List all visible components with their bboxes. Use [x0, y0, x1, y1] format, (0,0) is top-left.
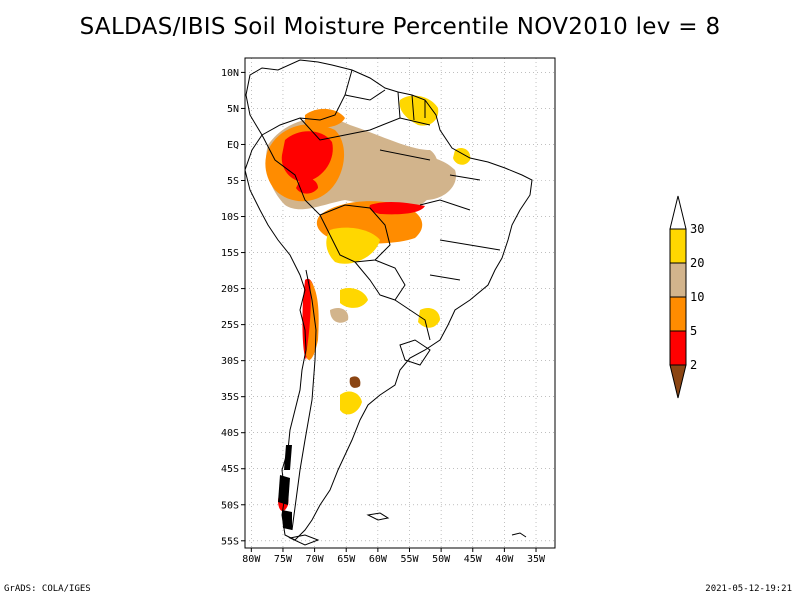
border-venezuela	[344, 89, 386, 101]
lat-tick-label: EQ	[227, 140, 239, 151]
gridlines	[245, 58, 555, 548]
lon-tick-label: 35W	[527, 554, 546, 565]
lat-tick-label: 45S	[221, 464, 239, 475]
footer-credit: GrADS: COLA/IGES	[4, 584, 91, 594]
colorbar-box-1	[669, 228, 687, 264]
lat-tick-label: 15S	[221, 248, 239, 259]
lat-tick-label: 10S	[221, 212, 239, 223]
lat-tick-label: 5N	[227, 104, 239, 115]
shade-yellow-guyana	[399, 95, 439, 126]
colorbar-bottom-arrow	[669, 364, 687, 399]
shade-red-bolivia	[369, 202, 425, 215]
shade-yellow-se	[418, 308, 440, 328]
colorbar-box-4	[669, 330, 687, 366]
tierra-del-fuego	[288, 534, 320, 546]
shade-tan-east	[394, 155, 456, 200]
lat-tick-label: 30S	[221, 356, 239, 367]
colorbar-label: 5	[690, 324, 697, 338]
footer-timestamp: 2021-05-12-19:21	[705, 584, 792, 594]
colorbar-label: 30	[690, 222, 704, 236]
colorbar-label: 2	[690, 358, 697, 372]
border-argentina-chile	[291, 269, 317, 531]
lat-tick-label: 5S	[227, 176, 239, 187]
border-brazil-north	[299, 117, 431, 141]
lat-tick-label: 25S	[221, 320, 239, 331]
border-brazil-states	[379, 149, 501, 281]
lon-tick-label: 50W	[432, 554, 451, 565]
lon-tick-label: 75W	[274, 554, 293, 565]
shade-brown-spot	[349, 376, 361, 388]
lat-tick-label: 20S	[221, 284, 239, 295]
soil-moisture-shading	[265, 95, 471, 512]
lon-tick-label: 55W	[400, 554, 419, 565]
coastlines	[245, 59, 533, 546]
shade-yellow-ne	[453, 148, 471, 165]
shade-red-south	[296, 177, 318, 194]
axes: 80W 75W 70W 65W 60W 55W 50W 45W 40W 35W 10N 5N EQ 5S 1…	[221, 68, 546, 565]
lon-tick-label: 40W	[495, 554, 514, 565]
border-bolivia	[319, 204, 391, 263]
colorbar: 30 20 10 5 2	[669, 195, 704, 399]
colorbar-top-arrow	[669, 195, 687, 230]
lat-tick-label: 35S	[221, 392, 239, 403]
shade-tan-misc	[330, 308, 349, 323]
lon-tick-label: 45W	[464, 554, 483, 565]
lat-tick-label: 10N	[221, 68, 239, 79]
colorbar-label: 10	[690, 290, 704, 304]
lat-tick-label: 50S	[221, 500, 239, 511]
colorbar-box-3	[669, 296, 687, 332]
shade-yellow-pampas	[340, 391, 362, 415]
border-uruguay	[399, 339, 431, 366]
lon-tick-label: 60W	[369, 554, 388, 565]
lat-tick-label: 55S	[221, 536, 239, 547]
map-frame	[244, 57, 556, 549]
border-guyanas	[397, 91, 426, 121]
colorbar-label: 20	[690, 256, 704, 270]
south-america-coast	[245, 59, 533, 541]
lon-tick-label: 70W	[306, 554, 325, 565]
lon-tick-label: 80W	[242, 554, 261, 565]
map-title: SALDAS/IBIS Soil Moisture Percentile NOV…	[79, 14, 721, 40]
border-argentina-brazil	[394, 299, 431, 341]
falklands	[366, 512, 390, 521]
shade-yellow-chaco	[340, 288, 368, 308]
lat-tick-label: 40S	[221, 428, 239, 439]
border-peru	[261, 134, 331, 236]
chile-fjords	[278, 445, 292, 530]
colorbar-box-2	[669, 262, 687, 298]
south-georgia	[511, 532, 527, 538]
shade-red-core	[281, 131, 333, 182]
lon-tick-label: 65W	[337, 554, 356, 565]
